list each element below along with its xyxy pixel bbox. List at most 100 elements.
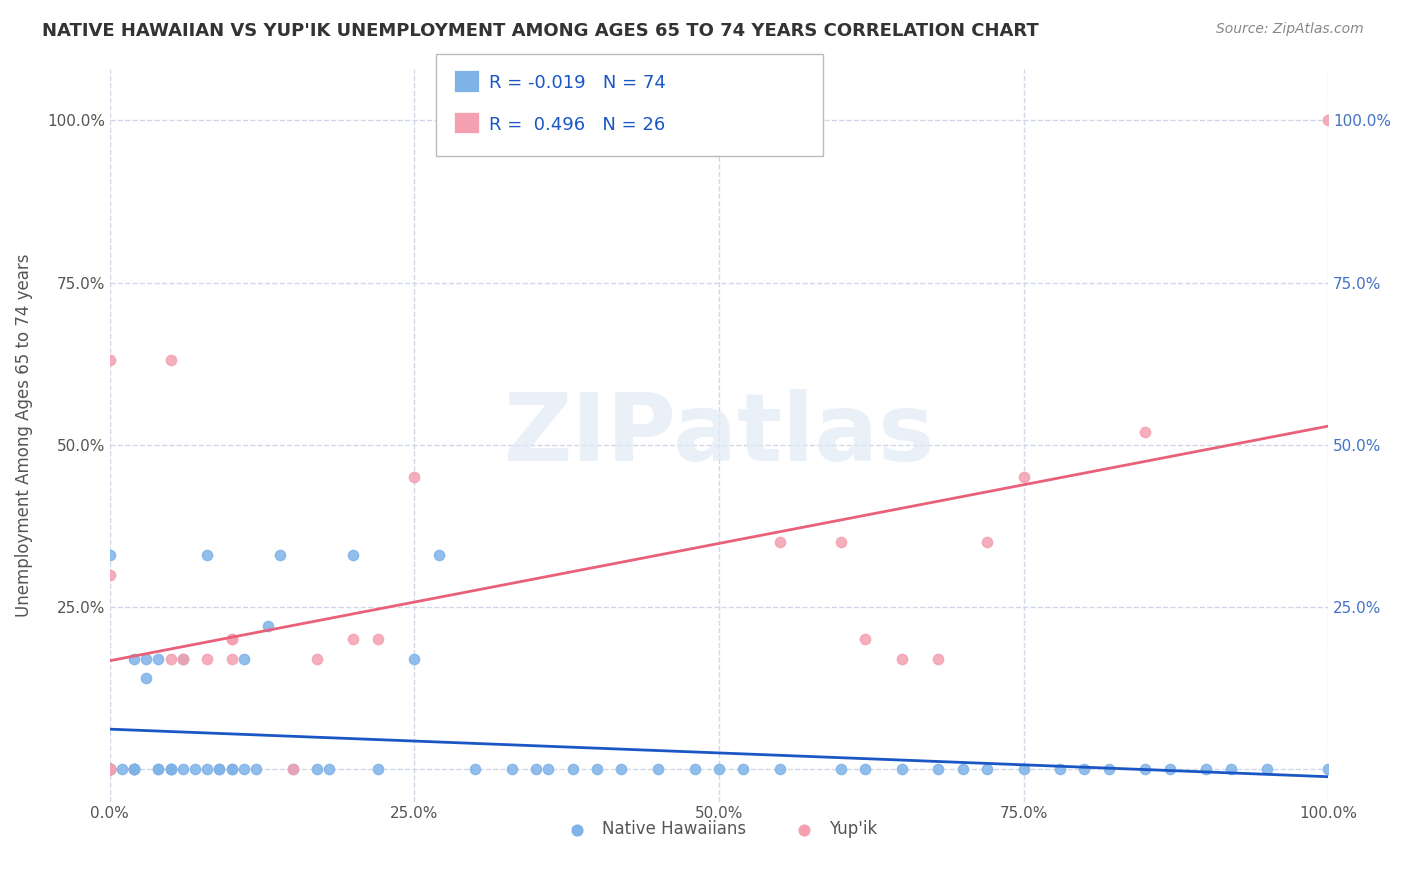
Point [1073, 762, 1095, 776]
Point [561, 762, 583, 776]
Point [232, 762, 254, 776]
Point [208, 762, 231, 776]
Point [98, 353, 121, 368]
Point [952, 762, 974, 776]
Point [159, 652, 181, 666]
Point [98, 762, 121, 776]
Point [172, 652, 194, 666]
Point [98, 762, 121, 776]
Point [927, 762, 949, 776]
Point [1317, 113, 1340, 128]
Point [927, 652, 949, 666]
Point [305, 652, 328, 666]
Point [269, 548, 291, 562]
Point [98, 762, 121, 776]
Point [159, 762, 181, 776]
Point [98, 762, 121, 776]
Point [890, 652, 912, 666]
Point [1135, 425, 1157, 439]
Point [281, 762, 304, 776]
Point [1159, 762, 1181, 776]
Point [98, 762, 121, 776]
Point [135, 652, 157, 666]
Point [1012, 470, 1035, 484]
Point [501, 762, 523, 776]
Point [1012, 762, 1035, 776]
Point [221, 762, 243, 776]
Point [464, 762, 486, 776]
Point [1049, 762, 1071, 776]
Point [195, 548, 218, 562]
Legend: Native Hawaiians, Yup'ik: Native Hawaiians, Yup'ik [554, 814, 884, 845]
Point [1098, 762, 1121, 776]
Point [281, 762, 304, 776]
Point [98, 762, 121, 776]
Point [98, 762, 121, 776]
Point [221, 632, 243, 647]
Point [305, 762, 328, 776]
Point [208, 762, 231, 776]
Point [195, 762, 218, 776]
Point [98, 762, 121, 776]
Point [769, 535, 792, 549]
Point [683, 762, 706, 776]
Point [172, 762, 194, 776]
Point [707, 762, 730, 776]
Point [404, 652, 426, 666]
Point [1135, 762, 1157, 776]
Point [853, 632, 876, 647]
Point [122, 762, 145, 776]
Point [1256, 762, 1278, 776]
Point [1195, 762, 1218, 776]
Point [427, 548, 450, 562]
Point [221, 632, 243, 647]
Point [98, 762, 121, 776]
Point [98, 762, 121, 776]
Point [195, 652, 218, 666]
Point [733, 762, 755, 776]
Point [135, 671, 157, 685]
Point [404, 470, 426, 484]
Point [367, 632, 389, 647]
Point [976, 762, 998, 776]
Point [647, 762, 669, 776]
Point [122, 762, 145, 776]
Point [976, 535, 998, 549]
Point [122, 762, 145, 776]
Point [148, 762, 170, 776]
Point [318, 762, 340, 776]
Point [159, 353, 181, 368]
Point [98, 567, 121, 582]
Point [853, 762, 876, 776]
Text: R =  0.496   N = 26: R = 0.496 N = 26 [489, 116, 665, 134]
Point [830, 535, 852, 549]
Point [367, 762, 389, 776]
Point [98, 548, 121, 562]
Point [890, 762, 912, 776]
Point [232, 652, 254, 666]
Point [98, 762, 121, 776]
Point [221, 762, 243, 776]
Point [769, 762, 792, 776]
Y-axis label: Unemployment Among Ages 65 to 74 years: Unemployment Among Ages 65 to 74 years [15, 253, 32, 616]
Point [1219, 762, 1241, 776]
Point [524, 762, 547, 776]
Point [159, 762, 181, 776]
Point [245, 762, 267, 776]
Point [122, 762, 145, 776]
Point [172, 652, 194, 666]
Point [148, 762, 170, 776]
Point [830, 762, 852, 776]
Point [1317, 762, 1340, 776]
Point [221, 652, 243, 666]
Point [610, 762, 633, 776]
Point [98, 762, 121, 776]
Point [342, 632, 364, 647]
Point [537, 762, 560, 776]
Point [159, 762, 181, 776]
Point [98, 762, 121, 776]
Point [122, 652, 145, 666]
Text: ZIPatlas: ZIPatlas [503, 389, 935, 481]
Point [586, 762, 609, 776]
Text: R = -0.019   N = 74: R = -0.019 N = 74 [489, 74, 666, 92]
